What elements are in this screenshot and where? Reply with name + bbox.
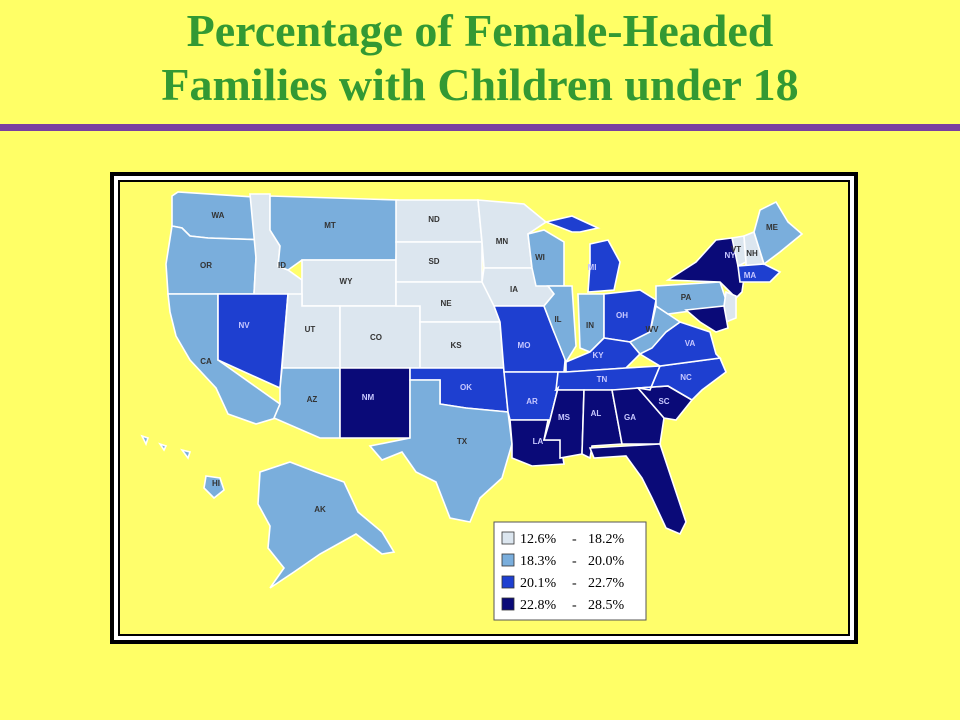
state-label-sd: SD [428,257,439,266]
state-mi[interactable] [543,215,621,293]
state-label-az: AZ [307,395,318,404]
state-label-ma: MA [744,271,757,280]
state-ny[interactable] [665,237,745,300]
state-label-oh: OH [616,311,628,320]
state-label-nc: NC [680,373,692,382]
state-label-wv: WV [646,325,660,334]
state-label-ut: UT [305,325,316,334]
state-ak[interactable] [257,461,396,589]
state-label-mo: MO [518,341,531,350]
state-label-wi: WI [535,253,545,262]
slide-title: Percentage of Female-Headed Families wit… [0,4,960,112]
state-label-nh: NH [746,249,758,258]
map-frame: WA OR CA ID NV MT WY UT CO AZ NM ND SD NE KS OK TX MN IA MO… [110,172,858,644]
state-ga[interactable] [611,387,665,445]
state-label-nd: ND [428,215,440,224]
state-label-sc: SC [658,397,669,406]
state-label-wy: WY [340,277,354,286]
state-me[interactable] [753,200,804,266]
legend-low-3: 20.1% [520,576,557,591]
state-label-ar: AR [526,397,538,406]
state-tx[interactable] [368,379,513,523]
state-label-ks: KS [450,341,462,350]
state-label-nv: NV [238,321,250,330]
legend-low-1: 12.6% [520,532,557,547]
state-label-co: CO [370,333,382,342]
legend-sep-2: - [572,554,577,569]
state-la[interactable] [509,419,565,467]
state-label-ky: KY [592,351,604,360]
state-mt[interactable] [269,195,399,271]
legend-sep-3: - [572,576,577,591]
legend-high-2: 20.0% [588,554,625,569]
state-label-ne: NE [440,299,452,308]
state-nm[interactable] [339,367,411,439]
state-ar[interactable] [503,371,559,421]
state-label-mi: MI [588,263,597,272]
state-label-tn: TN [597,375,608,384]
state-nj[interactable] [723,290,737,324]
state-label-in: IN [586,321,594,330]
state-label-va: VA [685,339,696,348]
state-ks[interactable] [419,321,505,369]
state-label-pa: PA [681,293,692,302]
state-label-ak: AK [314,505,326,514]
us-choropleth-map: WA OR CA ID NV MT WY UT CO AZ NM ND SD NE KS OK TX MN IA MO… [140,191,804,621]
map-state-labels: WA OR CA ID NV MT WY UT CO AZ NM ND SD NE KS OK TX MN IA MO… [200,211,779,514]
legend-swatch-4 [501,597,515,611]
state-label-ok: OK [460,383,472,392]
state-label-me: ME [766,223,779,232]
state-label-tx: TX [457,437,468,446]
state-label-il: IL [554,315,561,324]
state-fl[interactable] [588,443,687,536]
legend-swatch-3 [501,575,515,589]
legend-high-1: 18.2% [588,532,625,547]
map-canvas: WA OR CA ID NV MT WY UT CO AZ NM ND SD NE KS OK TX MN IA MO… [120,182,848,634]
state-label-ny: NY [724,251,736,260]
state-label-nm: NM [362,393,375,402]
legend-swatch-1 [501,531,515,545]
legend-box [493,521,647,621]
state-label-ia: IA [510,285,518,294]
title-line-2: Families with Children under 18 [161,59,799,110]
legend-sep-4: - [572,598,577,613]
legend-high-3: 22.7% [588,576,625,591]
state-label-hi: HI [212,479,220,488]
state-label-vt: VT [731,245,741,254]
state-label-al: AL [591,409,602,418]
state-label-wa: WA [212,211,225,220]
title-line-1: Percentage of Female-Headed [186,5,774,56]
state-ma[interactable] [737,263,782,283]
state-wi[interactable] [527,229,565,287]
state-md[interactable] [684,305,729,333]
legend-low-4: 22.8% [520,598,557,613]
state-hi[interactable] [140,434,225,500]
legend-high-4: 28.5% [588,598,625,613]
map-legend: 12.6% -18.2%18.3% -20.0%20.1% -22.7%22.8% -2… [493,521,647,621]
state-il[interactable] [543,285,577,364]
state-label-or: OR [200,261,212,270]
state-label-ms: MS [558,413,571,422]
legend-low-2: 18.3% [520,554,557,569]
state-label-la: LA [533,437,544,446]
legend-swatch-2 [501,553,515,567]
state-label-ca: CA [200,357,212,366]
state-nc[interactable] [637,357,727,402]
legend-sep-1: - [572,532,577,547]
state-label-mt: MT [324,221,336,230]
state-label-mn: MN [496,237,509,246]
state-label-id: ID [278,261,286,270]
title-divider [0,124,960,131]
state-label-ga: GA [624,413,636,422]
